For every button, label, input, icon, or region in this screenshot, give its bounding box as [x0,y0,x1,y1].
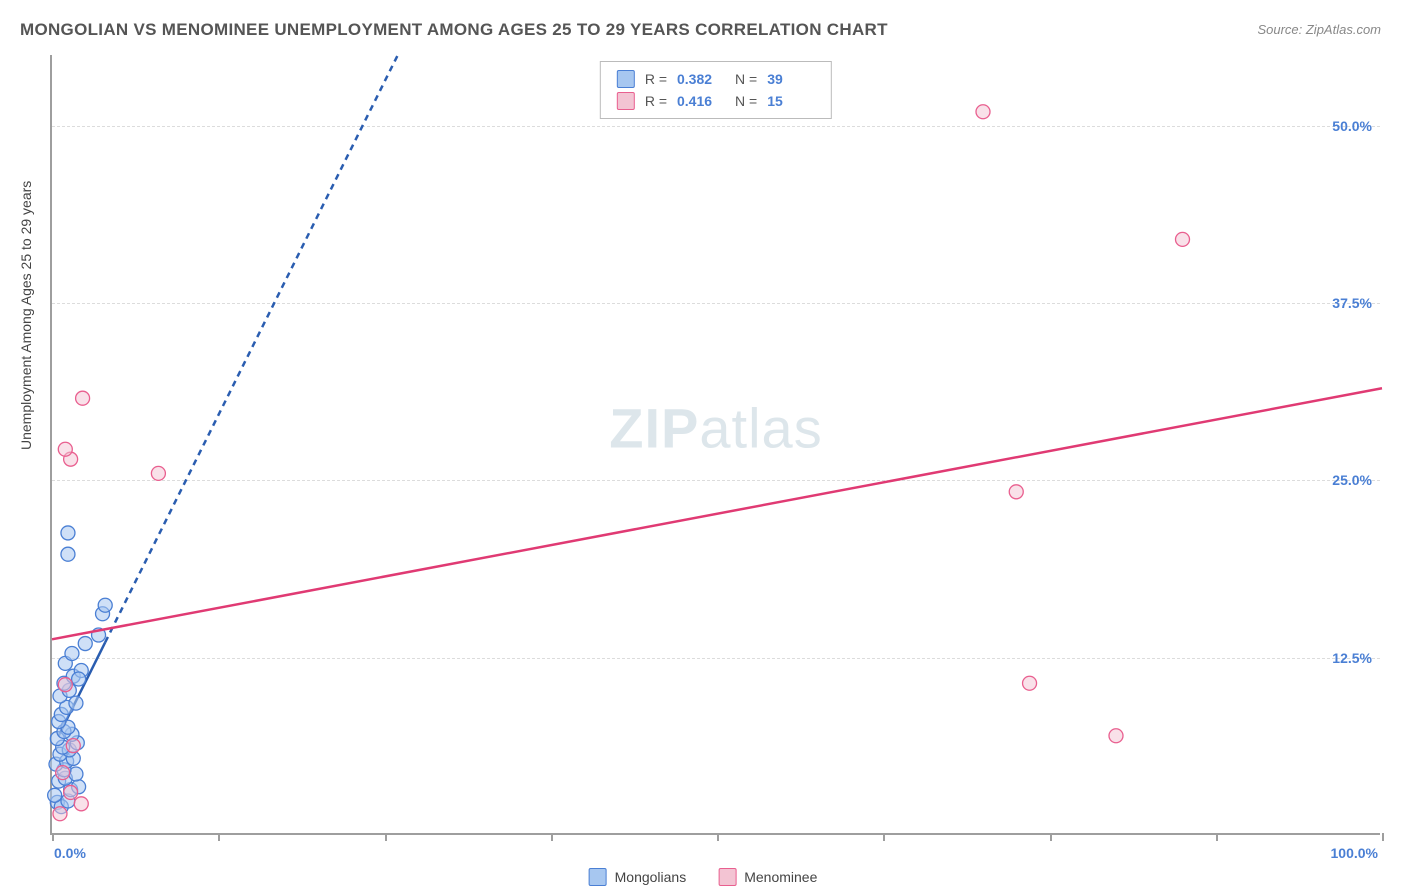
plot-area: ZIPatlas 12.5%25.0%37.5%50.0% R =0.382N … [50,55,1380,835]
data-point [53,807,67,821]
legend-stat-row: R = 0.416 N = 15 [617,90,815,112]
data-point [74,797,88,811]
x-tick [1050,833,1052,841]
data-point [61,526,75,540]
data-point [48,788,62,802]
legend-swatch [589,868,607,886]
data-point [98,598,112,612]
x-tick [385,833,387,841]
x-tick [1216,833,1218,841]
r-label: R = [645,71,667,87]
x-tick [1382,833,1384,841]
legend-bottom: Mongolians Menominee [589,868,818,886]
trend-line-dashed [105,55,398,642]
legend-stats: R = 0.382 N = 39 R = 0.416 N = 15 [600,61,832,119]
data-point [1009,485,1023,499]
data-point [976,105,990,119]
data-point [151,466,165,480]
x-tick [883,833,885,841]
legend-item: Menominee [718,868,817,886]
data-point [69,696,83,710]
data-point [64,785,78,799]
trend-line [52,388,1382,639]
data-point [1176,232,1190,246]
n-value: 15 [767,93,815,109]
data-point [56,766,70,780]
r-value: 0.382 [677,71,725,87]
chart-title: MONGOLIAN VS MENOMINEE UNEMPLOYMENT AMON… [20,20,888,40]
n-label: N = [735,71,757,87]
n-label: N = [735,93,757,109]
n-value: 39 [767,71,815,87]
legend-swatch [718,868,736,886]
chart-source: Source: ZipAtlas.com [1257,22,1381,37]
r-value: 0.416 [677,93,725,109]
x-tick [717,833,719,841]
legend-stat-row: R = 0.382 N = 39 [617,68,815,90]
plot-svg [52,55,1380,833]
data-point [58,442,72,456]
x-tick [551,833,553,841]
x-axis-label: 0.0% [54,845,86,861]
y-axis-label: Unemployment Among Ages 25 to 29 years [18,181,34,450]
correlation-chart: MONGOLIAN VS MENOMINEE UNEMPLOYMENT AMON… [0,0,1406,892]
x-axis-label: 100.0% [1331,845,1378,861]
data-point [78,637,92,651]
data-point [66,739,80,753]
data-point [61,547,75,561]
legend-swatch [617,70,635,88]
legend-label: Menominee [744,869,817,885]
r-label: R = [645,93,667,109]
data-point [76,391,90,405]
data-point [58,678,72,692]
data-point [72,672,86,686]
data-point [1109,729,1123,743]
legend-label: Mongolians [615,869,687,885]
x-tick [218,833,220,841]
legend-item: Mongolians [589,868,687,886]
x-tick [52,833,54,841]
data-point [1023,676,1037,690]
legend-swatch [617,92,635,110]
data-point [65,646,79,660]
